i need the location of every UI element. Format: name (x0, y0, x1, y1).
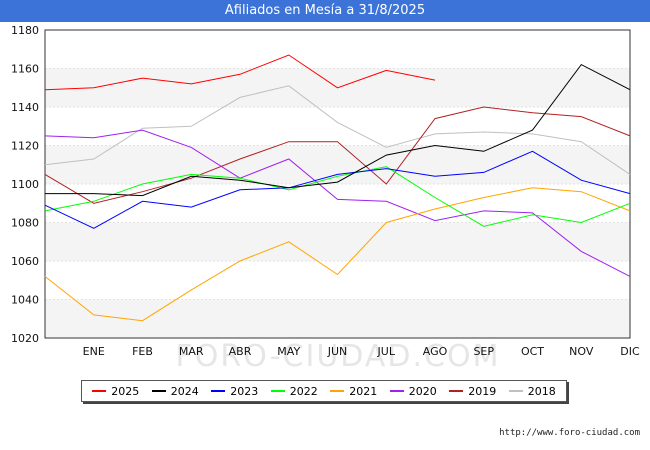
legend-item-2025: 2025 (92, 385, 139, 398)
legend-swatch (270, 390, 285, 392)
plot-frame (44, 29, 631, 339)
legend-item-2018: 2018 (508, 384, 556, 398)
y-tick-label: 1060 (11, 255, 39, 268)
legend-item-2021: 2021 (330, 385, 377, 398)
legend-swatch (389, 390, 404, 392)
series-line-2024 (45, 63, 631, 197)
y-tick-label: 1140 (11, 101, 39, 114)
legend-item-2024: 2024 (151, 384, 199, 398)
x-axis-ticks: ENE FEB MAR ABR MAY JUN JUL AGO SEP OCT NOV DIC (83, 345, 640, 358)
x-tick-label: JUL (377, 345, 396, 358)
legend-swatch (330, 390, 345, 392)
series-lines (44, 54, 631, 322)
chart-title: Afiliados en Mesía a 31/8/2025 (0, 0, 650, 22)
legend-label: 2018 (527, 384, 556, 398)
series-line-2022 (44, 166, 631, 227)
series-line-2021 (44, 187, 631, 322)
x-tick-label: ABR (229, 345, 252, 358)
series-line-2023 (44, 150, 631, 229)
x-tick-label: ENE (83, 345, 105, 358)
plot-band (45, 145, 630, 184)
y-tick-label: 1020 (11, 332, 39, 345)
legend-swatch (211, 390, 226, 392)
y-tick-label: 1120 (11, 140, 39, 153)
y-tick-label: 1040 (11, 294, 39, 307)
y-axis-ticks: 1020 1040 1060 1080 1100 1120 1140 1160 1180 (11, 24, 39, 345)
series-line-2018 (44, 85, 631, 175)
plot-band (45, 299, 630, 338)
x-tick-label: NOV (569, 345, 594, 358)
legend-label: 2021 (349, 384, 378, 398)
y-tick-label: 1100 (11, 178, 39, 191)
y-tick-label: 1180 (11, 24, 39, 37)
x-tick-label: SEP (473, 345, 494, 358)
y-tick-label: 1160 (11, 63, 39, 76)
legend-item-2019: 2019 (449, 385, 496, 398)
legend-label: 2023 (230, 384, 259, 398)
x-tick-label: MAY (277, 345, 300, 358)
legend-item-2023: 2023 (211, 385, 258, 398)
x-tick-label: DIC (620, 345, 640, 358)
plot-bands (45, 68, 630, 338)
legend-swatch (151, 390, 166, 392)
legend-item-2020: 2020 (389, 384, 437, 398)
series-line-2019 (44, 106, 631, 204)
x-tick-label: FEB (132, 345, 153, 358)
legend-label: 2019 (468, 384, 497, 398)
legend-swatch (508, 390, 523, 392)
series-line-2025 (44, 54, 436, 91)
legend-label: 2020 (408, 384, 437, 398)
legend-label: 2024 (170, 384, 199, 398)
plot-band (45, 222, 630, 261)
legend-item-2022: 2022 (270, 384, 318, 398)
legend: 2025 2024 2023 2022 2021 2020 2019 2018 (81, 380, 567, 402)
y-tick-label: 1080 (11, 217, 39, 230)
x-tick-label: AGO (423, 345, 448, 358)
source-credit: http://www.foro-ciudad.com (499, 428, 640, 438)
legend-label: 2025 (111, 384, 140, 398)
series-line-2020 (44, 129, 631, 277)
legend-swatch (449, 390, 464, 392)
watermark: FORO-CIUDAD.COM (176, 339, 501, 374)
legend-swatch (92, 390, 107, 392)
x-tick-label: JUN (327, 345, 348, 358)
x-tick-label: MAR (179, 345, 204, 358)
x-tick-label: OCT (521, 345, 544, 358)
legend-label: 2022 (289, 384, 318, 398)
